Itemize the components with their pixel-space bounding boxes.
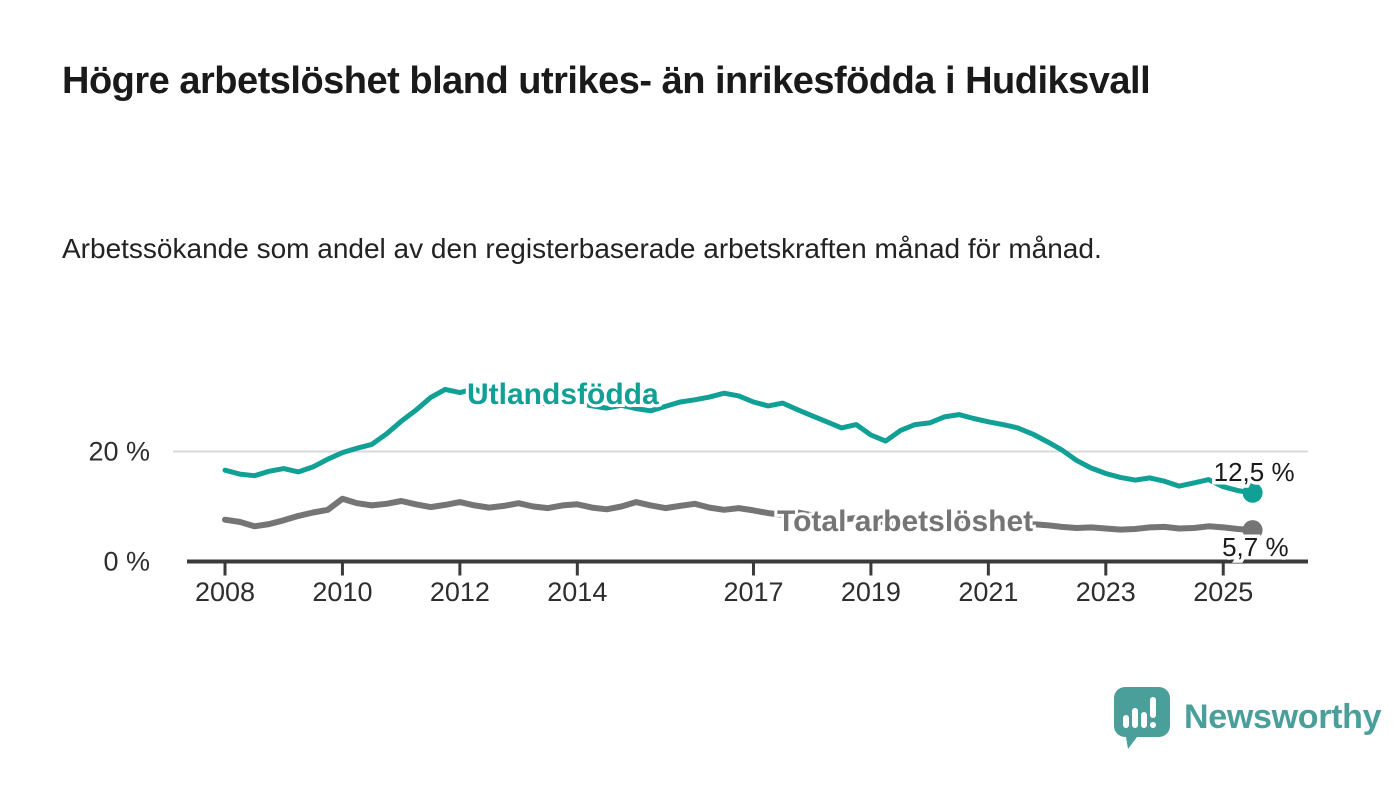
- logo-bar-1: [1123, 715, 1129, 728]
- series-end-dot: [1242, 520, 1263, 541]
- series-line: [222, 495, 1256, 534]
- chart-title: Högre arbetslöshet bland utrikes- än inr…: [62, 60, 1151, 102]
- newsworthy-logo: Newsworthy: [1112, 684, 1382, 750]
- x-tick-label-2017: 2017: [723, 577, 783, 607]
- x-tick-label-2019: 2019: [841, 577, 901, 607]
- logo-exclamation-bar: [1150, 697, 1156, 718]
- brand-name: Newsworthy: [1184, 697, 1382, 736]
- x-tick-label-2025: 2025: [1193, 577, 1253, 607]
- logo-bar-3: [1141, 712, 1147, 728]
- x-tick-label-2021: 2021: [958, 577, 1018, 607]
- logo-bar-2: [1132, 708, 1138, 728]
- series-line: [222, 386, 1256, 496]
- chart-subtitle: Arbetssökande som andel av den registerb…: [62, 233, 1102, 264]
- x-tick-label-2012: 2012: [430, 577, 490, 607]
- series-end-value: 12,5 %: [1214, 457, 1295, 487]
- series-end-value: 5,7 %: [1222, 532, 1289, 562]
- logo-exclamation-dot: [1150, 722, 1156, 728]
- x-tick-label-2014: 2014: [547, 577, 607, 607]
- series-end-dot: [1242, 482, 1263, 503]
- x-tick-label-2008: 2008: [195, 577, 255, 607]
- x-tick-label-2010: 2010: [312, 577, 372, 607]
- y-tick-label-20: 20 %: [88, 437, 150, 467]
- x-tick-label-2023: 2023: [1076, 577, 1136, 607]
- newsworthy-icon: [1114, 687, 1170, 749]
- series-label: Utlandsfödda: [467, 378, 659, 411]
- series-label: Total arbetslöshet: [777, 505, 1033, 538]
- y-tick-label-0: 0 %: [103, 547, 150, 577]
